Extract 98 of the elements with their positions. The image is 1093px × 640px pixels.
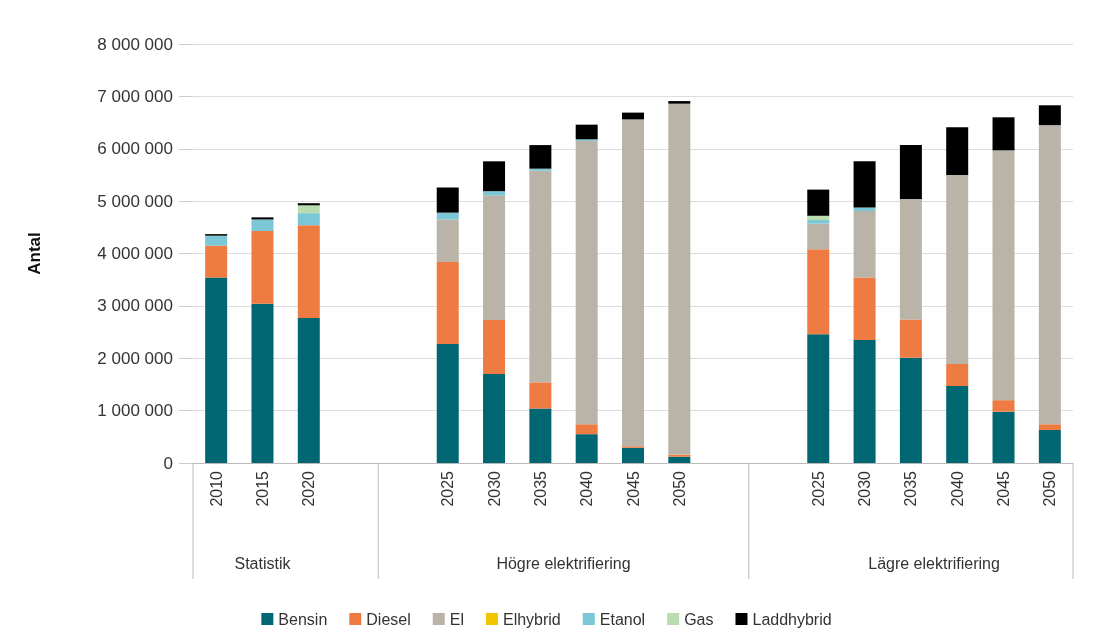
- bar: [622, 119, 644, 447]
- x-tick-label: 2050: [670, 470, 688, 507]
- bar: [1038, 125, 1061, 425]
- legend-label: Diesel: [366, 610, 411, 628]
- x-tick-label: 2045: [624, 470, 642, 507]
- bar: [807, 249, 830, 335]
- bar: [251, 217, 274, 220]
- bar: [807, 215, 830, 220]
- text: Högre elektrifiering: [496, 554, 631, 572]
- bar: [529, 408, 552, 463]
- x-tick-label: 2025: [439, 470, 457, 507]
- y-tick-label: 4 000 000: [97, 244, 173, 263]
- bar: [853, 211, 876, 278]
- bar: [946, 386, 969, 463]
- legend-label: El: [449, 610, 464, 628]
- bar: [529, 382, 552, 409]
- y-tick-label: 1 000 000: [97, 401, 173, 421]
- bar: [899, 145, 922, 200]
- text: Lägre elektrifiering: [868, 554, 1000, 572]
- y-tick-label: 2 000 000: [97, 348, 173, 368]
- bar: [251, 303, 274, 463]
- bar: [436, 187, 459, 213]
- y-tick-label: 6 000 000: [97, 139, 173, 159]
- x-tick-label: 2025: [809, 470, 827, 507]
- bar: [668, 456, 691, 463]
- bar: [251, 219, 274, 231]
- bar: [1038, 424, 1061, 430]
- x-tick-label: 2030: [856, 470, 874, 507]
- y-tick-label: 3 000 000: [97, 296, 173, 316]
- bar: [483, 373, 506, 463]
- bar: [575, 124, 598, 140]
- bar: [205, 245, 228, 278]
- x-tick-label: 2010: [207, 470, 225, 507]
- y-axis-title: Antal: [25, 232, 44, 275]
- legend-label: Bensin: [278, 610, 328, 628]
- bar: [436, 261, 459, 345]
- bar: [807, 223, 830, 250]
- bar: [992, 117, 1015, 151]
- bar: [899, 199, 922, 320]
- bar: [297, 225, 320, 318]
- bar: [251, 230, 274, 304]
- bar: [668, 454, 691, 457]
- bar: [205, 235, 228, 246]
- x-tick-label: 2040: [578, 470, 596, 507]
- legend-label: Gas: [684, 610, 714, 628]
- y-tick-label: 8 000 000: [97, 34, 173, 54]
- bar: [483, 161, 506, 192]
- bar: [1038, 430, 1061, 463]
- bar: [205, 277, 228, 463]
- bar: [575, 434, 598, 463]
- bar: [575, 140, 598, 425]
- legend-label: Laddhybrid: [752, 610, 832, 628]
- bar: [297, 317, 320, 463]
- bar: [297, 205, 320, 214]
- bar: [853, 277, 876, 340]
- bar: [575, 424, 598, 435]
- bar: [807, 334, 830, 463]
- bar: [529, 170, 552, 383]
- x-tick-label: 2050: [1041, 470, 1059, 507]
- legend-label: Etanol: [599, 610, 646, 628]
- y-tick-label: 7 000 000: [97, 86, 173, 106]
- x-tick-label: 2045: [995, 470, 1013, 507]
- bar: [668, 101, 691, 104]
- legend-label: Elhybrid: [502, 610, 561, 628]
- bar: [483, 195, 506, 321]
- bar: [899, 319, 922, 358]
- bar: [668, 103, 691, 455]
- bar: [483, 320, 506, 374]
- bar: [483, 191, 506, 196]
- text: Statistik: [234, 554, 292, 572]
- bar: [529, 168, 552, 171]
- bar: [297, 213, 320, 226]
- bar: [297, 203, 320, 206]
- y-tick-label: 0: [163, 453, 173, 473]
- bar: [807, 219, 830, 224]
- x-tick-label: 2015: [253, 470, 271, 507]
- bar: [992, 400, 1015, 412]
- bar: [853, 207, 876, 212]
- bar: [1038, 105, 1061, 126]
- bar: [853, 339, 876, 463]
- bar: [622, 447, 644, 463]
- x-tick-label: 2030: [485, 470, 503, 507]
- bar: [899, 357, 922, 463]
- bar: [436, 219, 459, 262]
- bar: [946, 364, 969, 387]
- x-tick-label: 2035: [902, 470, 920, 507]
- x-tick-label: 2035: [531, 470, 549, 507]
- bar: [807, 189, 830, 216]
- bar: [436, 344, 459, 463]
- bar: [946, 127, 969, 175]
- bar: [992, 150, 1015, 401]
- y-tick-label: 5 000 000: [97, 191, 173, 211]
- bar: [529, 145, 552, 169]
- x-tick-label: 2020: [300, 470, 318, 507]
- bar: [853, 161, 876, 208]
- x-tick-label: 2040: [948, 470, 966, 507]
- bar: [992, 411, 1015, 463]
- bar: [946, 174, 969, 365]
